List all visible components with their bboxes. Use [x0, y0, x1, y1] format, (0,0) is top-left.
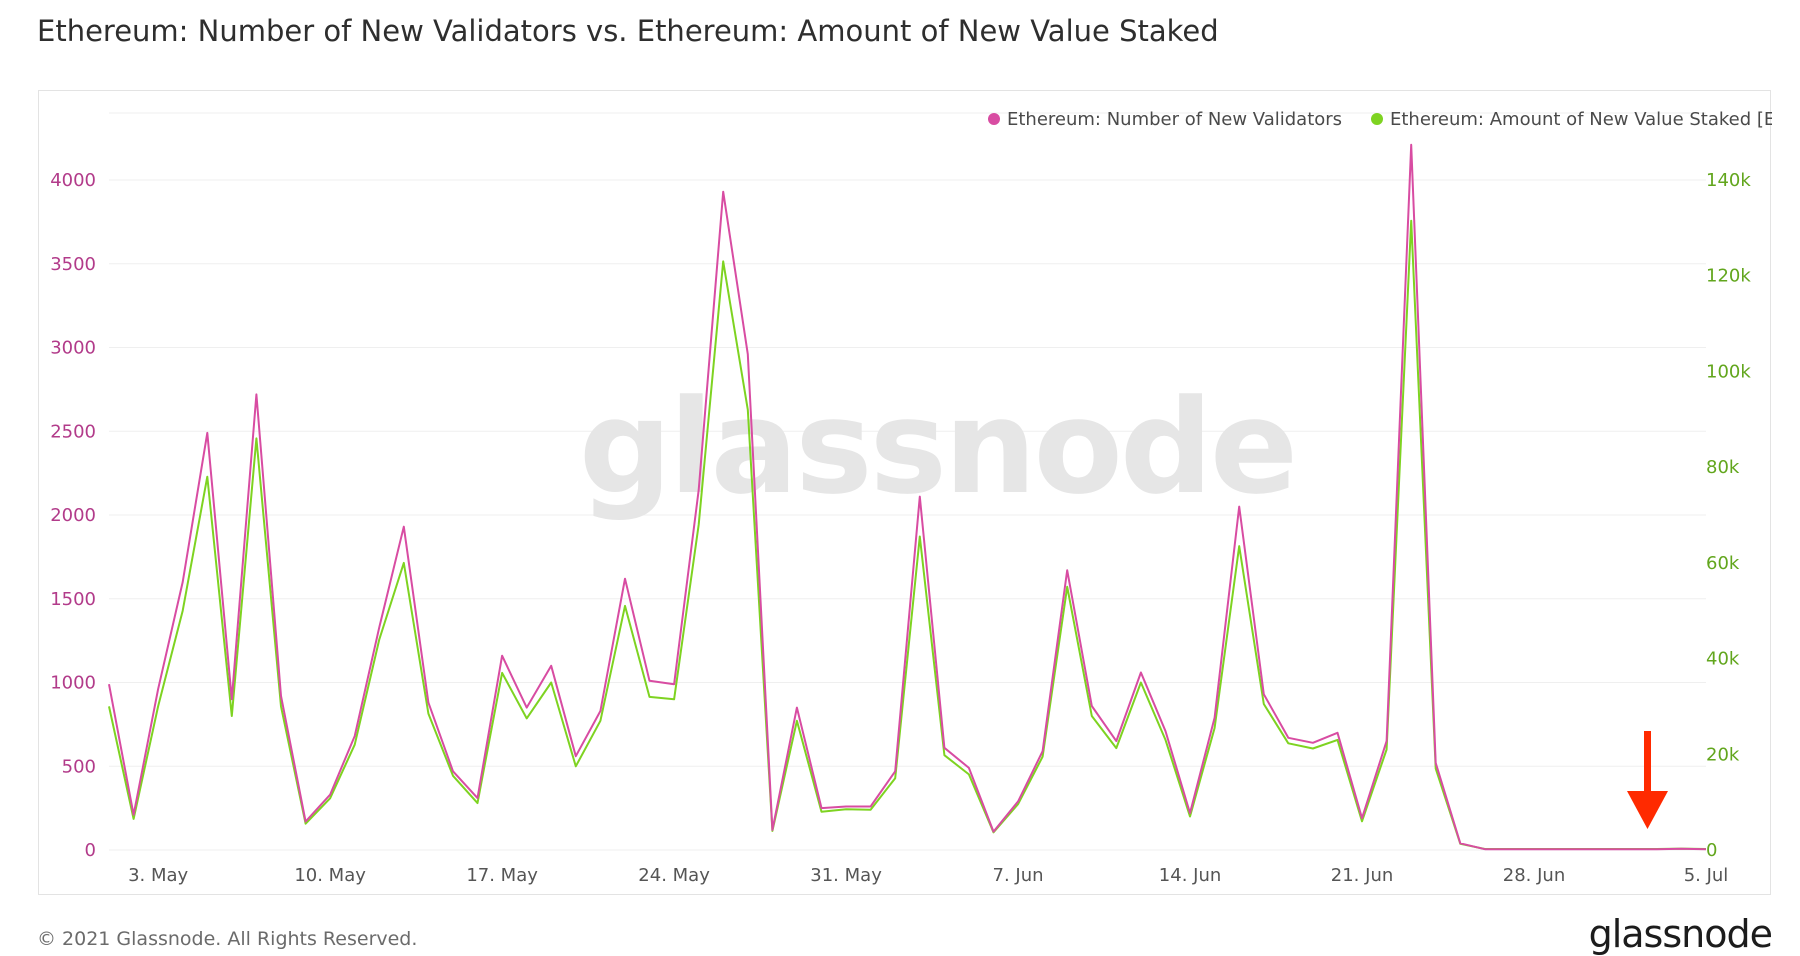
x-tick-label: 17. May [466, 865, 538, 886]
y-left-tick-label: 0 [85, 840, 96, 861]
x-tick-label: 7. Jun [993, 865, 1044, 886]
legend-item-validators[interactable]: Ethereum: Number of New Validators [988, 109, 1342, 130]
y-axis-right: 0 20k 40k 60k 80k 100k 120k 140k [1706, 170, 1751, 861]
legend-label-validators: Ethereum: Number of New Validators [1007, 109, 1342, 130]
series-layer [108, 143, 1707, 851]
legend-label-staked: Ethereum: Amount of New Value Staked [ET… [1390, 109, 1772, 130]
y-right-tick-label: 100k [1706, 361, 1751, 382]
x-axis: 3. May 10. May 17. May 24. May 31. May 7. Jun… [128, 865, 1728, 886]
series-line-validators [108, 143, 1707, 851]
y-right-tick-label: 60k [1706, 553, 1740, 574]
x-tick-label: 10. May [294, 865, 366, 886]
x-tick-label: 31. May [810, 865, 882, 886]
x-tick-label: 28. Jun [1503, 865, 1565, 886]
y-left-tick-label: 2000 [50, 505, 96, 526]
chart-title: Ethereum: Number of New Validators vs. E… [37, 14, 1219, 48]
glassnode-logo: glassnode [1588, 912, 1773, 956]
legend-marker-staked [1371, 113, 1383, 125]
chart-panel: glassnode 0 500 1000 1500 2000 2500 3000 3500 40… [38, 90, 1772, 895]
y-right-tick-label: 120k [1706, 266, 1751, 287]
y-left-tick-label: 1000 [50, 673, 96, 694]
down-arrow-icon [1627, 731, 1668, 829]
grid [109, 112, 1706, 851]
y-right-tick-label: 80k [1706, 457, 1740, 478]
series-line-staked [108, 219, 1707, 850]
legend-item-staked[interactable]: Ethereum: Amount of New Value Staked [ET… [1371, 109, 1772, 130]
y-right-tick-label: 20k [1706, 744, 1740, 765]
y-right-tick-label: 40k [1706, 649, 1740, 670]
x-tick-label: 14. Jun [1159, 865, 1221, 886]
y-axis-left: 0 500 1000 1500 2000 2500 3000 3500 4000 [50, 170, 96, 861]
x-tick-label: 5. Jul [1684, 865, 1729, 886]
chart-canvas: glassnode 0 500 1000 1500 2000 2500 3000 3500 40… [50, 109, 1772, 886]
y-left-tick-label: 3500 [50, 254, 96, 275]
legend: Ethereum: Number of New Validators Ether… [988, 109, 1772, 130]
y-left-tick-label: 1500 [50, 589, 96, 610]
y-left-tick-label: 2500 [50, 421, 96, 442]
x-tick-label: 24. May [638, 865, 710, 886]
x-tick-label: 3. May [128, 865, 188, 886]
y-left-tick-label: 4000 [50, 170, 96, 191]
y-left-tick-label: 500 [62, 756, 96, 777]
footer-copyright: © 2021 Glassnode. All Rights Reserved. [37, 928, 418, 950]
watermark: glassnode [579, 371, 1295, 523]
y-right-tick-label: 0 [1706, 840, 1717, 861]
x-tick-label: 21. Jun [1331, 865, 1393, 886]
y-right-tick-label: 140k [1706, 170, 1751, 191]
y-left-tick-label: 3000 [50, 338, 96, 359]
legend-marker-validators [988, 113, 1000, 125]
